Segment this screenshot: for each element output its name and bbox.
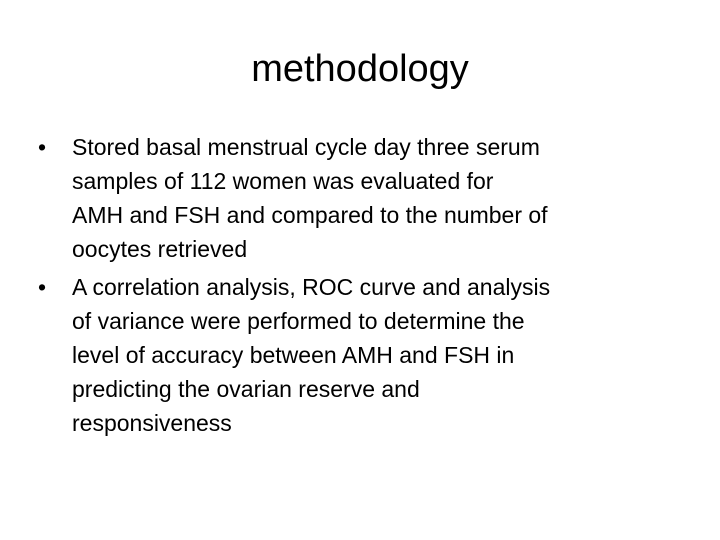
bullet-line: samples of 112 women was evaluated for — [72, 168, 494, 194]
bullet-line: level of accuracy between AMH and FSH in — [72, 342, 515, 368]
bullet-line: oocytes retrieved — [72, 236, 248, 262]
bullet-line: Stored basal menstrual cycle day three s… — [72, 134, 540, 160]
bullet-line: predicting the ovarian reserve and — [72, 376, 420, 402]
bullet: Stored basal menstrual cycle day three s… — [38, 130, 698, 266]
bullet-line: responsiveness — [72, 410, 232, 436]
bullet: A correlation analysis, ROC curve and an… — [38, 270, 698, 440]
bullet-line: A correlation analysis, ROC curve and an… — [72, 274, 551, 300]
bullet-list: Stored basal menstrual cycle day three s… — [38, 130, 698, 444]
bullet-line: AMH and FSH and compared to the number o… — [72, 202, 548, 228]
bullet-line: of variance were performed to determine … — [72, 308, 525, 334]
slide-title: methodology — [251, 48, 469, 90]
